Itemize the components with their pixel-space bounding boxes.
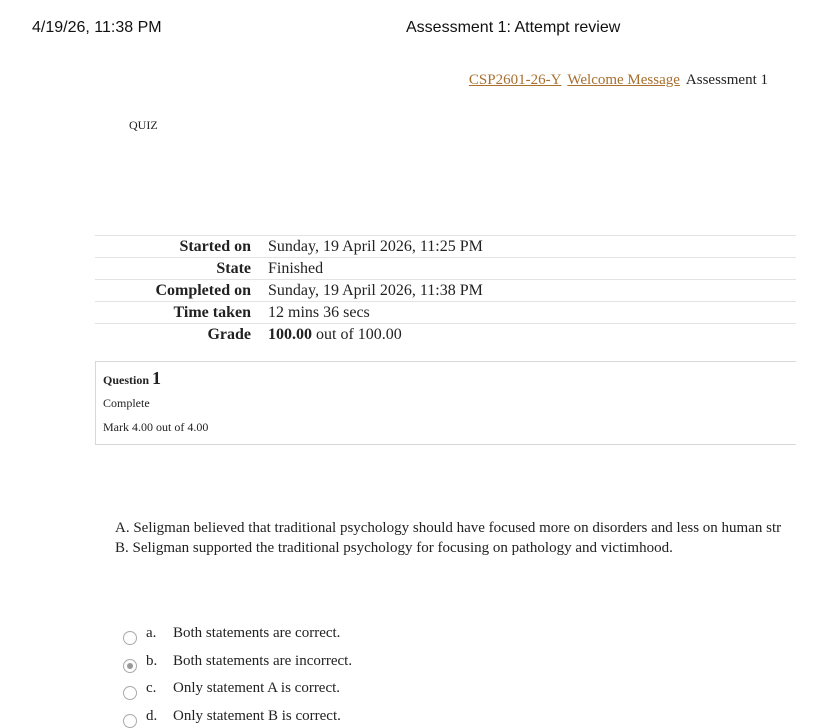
option-text: Both statements are correct. (173, 625, 341, 641)
question-info: Question 1 Complete Mark 4.00 out of 4.0… (95, 361, 796, 445)
option-letter: c. (146, 680, 157, 696)
grade-score: 100.00 (268, 326, 312, 343)
summary-row: Started on Sunday, 19 April 2026, 11:25 P… (95, 235, 796, 258)
radio-button[interactable] (123, 686, 137, 700)
breadcrumb-link[interactable]: CSP2601-26-Y (468, 72, 562, 88)
statement: B. Seligman supported the traditional ps… (115, 540, 673, 556)
radio-button[interactable] (123, 658, 137, 673)
summary-value: 100.00 out of 100.00 (268, 324, 402, 346)
summary-label: Completed on (155, 282, 251, 299)
question-text: A. Seligman believed that traditional ps… (115, 518, 796, 558)
summary-label: Time taken (173, 304, 251, 321)
option-letter: b. (146, 652, 158, 669)
summary-row: Grade 100.00 out of 100.00 (95, 323, 796, 346)
question-mark: Mark 4.00 out of 4.00 (103, 420, 209, 434)
section-label: QUIZ (129, 118, 158, 132)
breadcrumb-current: Assessment 1 (685, 72, 768, 88)
question-number: 1 (152, 368, 162, 388)
summary-label: State (216, 260, 251, 277)
radio-button[interactable] (123, 713, 137, 728)
option-letter: a. (146, 625, 157, 641)
summary-value: 12 mins 36 secs (268, 304, 370, 321)
question-heading: Question 1 (103, 368, 161, 389)
summary-value: Sunday, 19 April 2026, 11:38 PM (268, 282, 483, 299)
option-text: Both statements are incorrect. (173, 652, 353, 669)
breadcrumb: CSP2601-26-Y Welcome Message Assessment 1 (469, 72, 768, 89)
question-label: Question (103, 373, 150, 387)
question-state: Complete (103, 396, 150, 410)
option-letter: d. (146, 707, 158, 724)
summary-value: Finished (268, 260, 324, 277)
option-text: Only statement A is correct. (173, 680, 341, 696)
summary-row: Completed on Sunday, 19 April 2026, 11:38… (95, 279, 796, 302)
summary-row: State Finished (95, 257, 796, 280)
page-title: Assessment 1: Attempt review (406, 19, 621, 36)
option-text: Only statement B is correct. (173, 707, 341, 724)
timestamp: 4/19/26, 11:38 PM (32, 19, 162, 36)
grade-rest: out of 100.00 (316, 326, 402, 343)
summary-value: Sunday, 19 April 2026, 11:25 PM (268, 238, 483, 255)
statement: A. Seligman believed that traditional ps… (115, 520, 782, 536)
breadcrumb-link[interactable]: Welcome Message (567, 72, 680, 88)
summary-label: Started on (179, 238, 251, 255)
radio-button[interactable] (123, 631, 137, 645)
summary-row: Time taken 12 mins 36 secs (95, 301, 796, 324)
summary-label: Grade (207, 326, 251, 343)
